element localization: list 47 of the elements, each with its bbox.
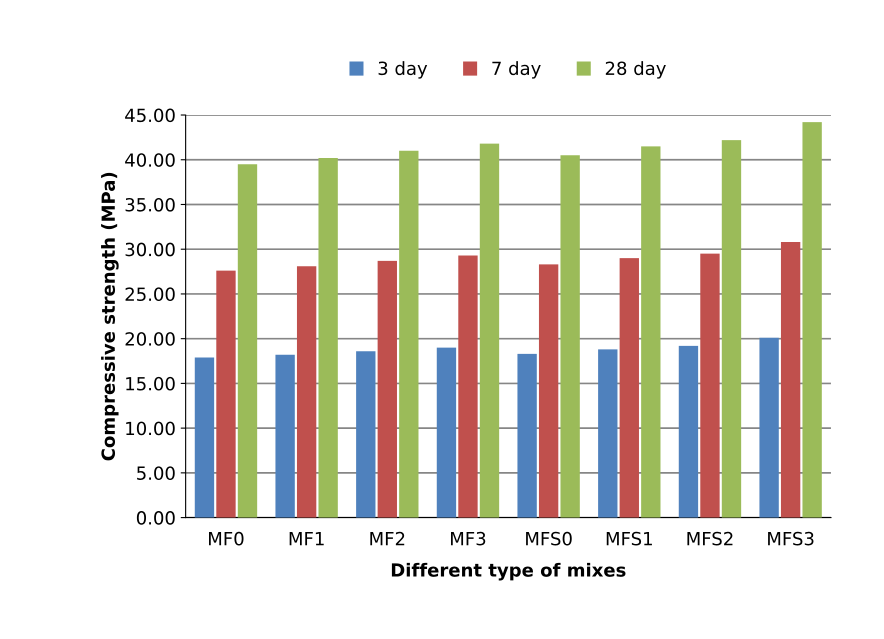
- x-tick-label: MF1: [290, 532, 324, 546]
- bar: [399, 150, 418, 518]
- bar: [598, 349, 618, 518]
- x-tick-label: MFS2: [687, 532, 732, 546]
- y-tick-label: 30.00: [126, 242, 175, 256]
- y-tick-label: 45.00: [125, 108, 175, 122]
- x-tick-label: MF2: [370, 532, 404, 546]
- bar: [802, 122, 822, 518]
- bar: [480, 144, 500, 518]
- y-tick-label: 10.00: [126, 422, 175, 436]
- legend-label: 3 day: [378, 61, 428, 79]
- x-tick-label: MF0: [209, 532, 244, 546]
- bar: [700, 254, 720, 518]
- legend-label: 28 day: [606, 61, 666, 79]
- y-tick-label: 40.00: [125, 153, 175, 167]
- y-axis-title: Compressive strength (MPa): [101, 172, 119, 460]
- x-tick-label: MF3: [451, 532, 486, 546]
- y-tick-label: 5.00: [137, 466, 175, 480]
- y-tick-label: 25.00: [126, 287, 175, 302]
- x-tick-label: MFS1: [606, 532, 652, 546]
- bar: [560, 155, 580, 518]
- legend-label: 7 day: [492, 61, 541, 79]
- bar: [641, 146, 660, 518]
- y-tick-label: 15.00: [126, 376, 175, 391]
- bar: [458, 255, 478, 518]
- bar: [296, 266, 316, 518]
- x-tick-label: MFS0: [526, 532, 572, 546]
- bar: [620, 258, 639, 518]
- bar: [722, 140, 742, 518]
- bar: [436, 348, 456, 518]
- bar: [378, 260, 397, 518]
- bar: [538, 264, 558, 518]
- x-axis-title: Different type of mixes: [392, 562, 626, 580]
- bar: [318, 158, 338, 518]
- y-tick-label: 0.00: [136, 511, 175, 525]
- bar: [275, 354, 295, 518]
- bar: [238, 164, 258, 518]
- y-tick-label: 20.00: [126, 332, 175, 346]
- bar: [194, 357, 214, 518]
- bar: [678, 346, 698, 518]
- y-tick-label: 35.00: [126, 198, 175, 212]
- x-tick-label: MFS3: [768, 532, 814, 546]
- bar: [517, 354, 537, 518]
- bar: [356, 351, 376, 518]
- bar: [216, 270, 236, 518]
- bar: [759, 338, 779, 518]
- bar: [780, 242, 800, 518]
